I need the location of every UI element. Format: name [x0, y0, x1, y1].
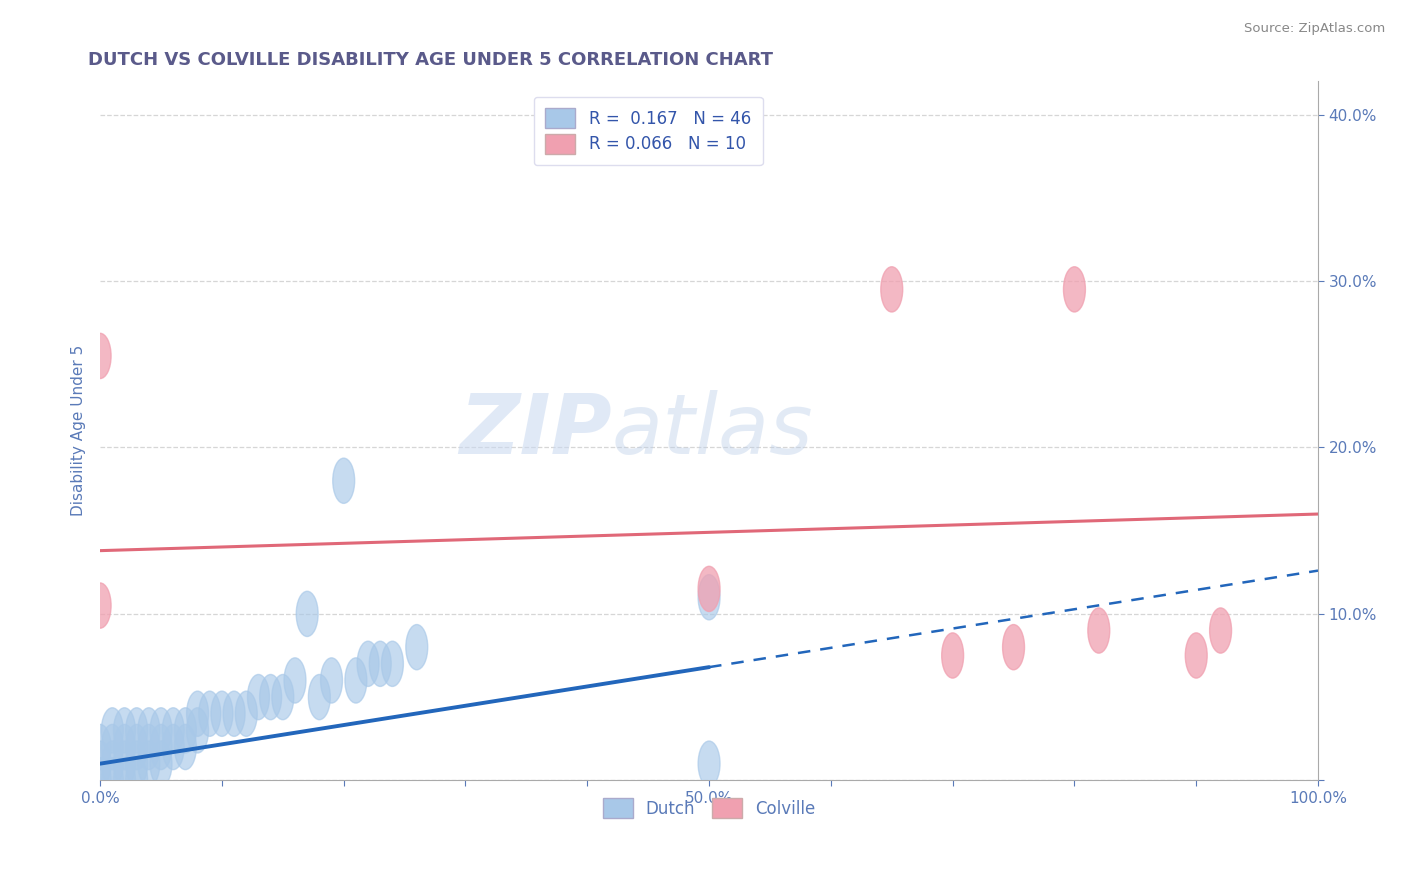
Y-axis label: Disability Age Under 5: Disability Age Under 5 — [72, 345, 86, 516]
Ellipse shape — [125, 757, 148, 803]
Ellipse shape — [89, 741, 111, 786]
Ellipse shape — [321, 657, 343, 703]
Ellipse shape — [89, 757, 111, 803]
Ellipse shape — [114, 707, 135, 753]
Ellipse shape — [1209, 608, 1232, 653]
Ellipse shape — [699, 741, 720, 786]
Ellipse shape — [880, 267, 903, 312]
Ellipse shape — [333, 458, 354, 503]
Ellipse shape — [89, 334, 111, 378]
Ellipse shape — [357, 641, 380, 687]
Ellipse shape — [247, 674, 270, 720]
Ellipse shape — [942, 632, 963, 678]
Ellipse shape — [101, 707, 124, 753]
Ellipse shape — [101, 724, 124, 770]
Ellipse shape — [138, 707, 160, 753]
Ellipse shape — [224, 691, 245, 737]
Ellipse shape — [308, 674, 330, 720]
Ellipse shape — [235, 691, 257, 737]
Ellipse shape — [211, 691, 233, 737]
Ellipse shape — [174, 707, 197, 753]
Ellipse shape — [138, 724, 160, 770]
Ellipse shape — [406, 624, 427, 670]
Text: atlas: atlas — [612, 391, 813, 471]
Ellipse shape — [150, 741, 172, 786]
Ellipse shape — [370, 641, 391, 687]
Ellipse shape — [699, 574, 720, 620]
Ellipse shape — [150, 724, 172, 770]
Ellipse shape — [162, 724, 184, 770]
Ellipse shape — [187, 691, 208, 737]
Ellipse shape — [114, 741, 135, 786]
Ellipse shape — [101, 741, 124, 786]
Ellipse shape — [1185, 632, 1208, 678]
Ellipse shape — [162, 707, 184, 753]
Ellipse shape — [187, 707, 208, 753]
Ellipse shape — [1002, 624, 1025, 670]
Text: Source: ZipAtlas.com: Source: ZipAtlas.com — [1244, 22, 1385, 36]
Ellipse shape — [260, 674, 281, 720]
Ellipse shape — [89, 583, 111, 628]
Ellipse shape — [89, 724, 111, 770]
Ellipse shape — [297, 591, 318, 637]
Ellipse shape — [150, 707, 172, 753]
Ellipse shape — [198, 691, 221, 737]
Ellipse shape — [381, 641, 404, 687]
Ellipse shape — [138, 741, 160, 786]
Ellipse shape — [125, 741, 148, 786]
Ellipse shape — [114, 757, 135, 803]
Ellipse shape — [125, 724, 148, 770]
Text: ZIP: ZIP — [458, 391, 612, 471]
Ellipse shape — [1063, 267, 1085, 312]
Ellipse shape — [125, 707, 148, 753]
Ellipse shape — [101, 757, 124, 803]
Ellipse shape — [699, 566, 720, 612]
Ellipse shape — [174, 724, 197, 770]
Ellipse shape — [114, 724, 135, 770]
Ellipse shape — [271, 674, 294, 720]
Ellipse shape — [344, 657, 367, 703]
Legend: Dutch, Colville: Dutch, Colville — [596, 792, 823, 824]
Text: DUTCH VS COLVILLE DISABILITY AGE UNDER 5 CORRELATION CHART: DUTCH VS COLVILLE DISABILITY AGE UNDER 5… — [89, 51, 773, 69]
Ellipse shape — [1088, 608, 1109, 653]
Ellipse shape — [284, 657, 307, 703]
